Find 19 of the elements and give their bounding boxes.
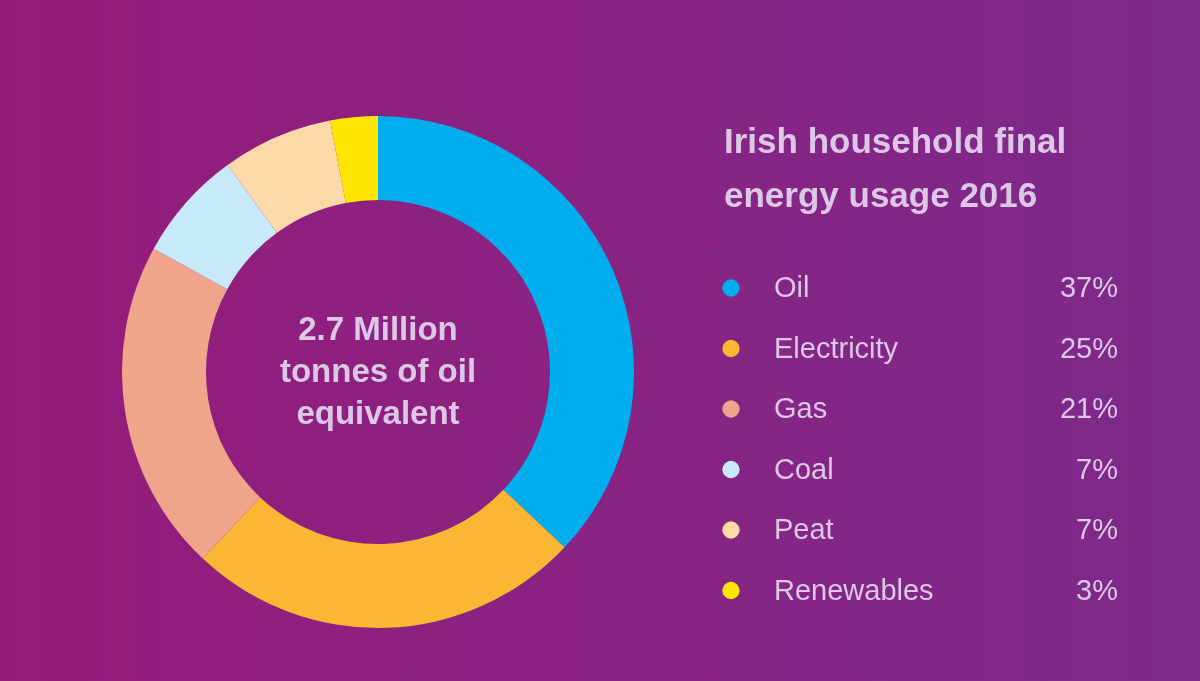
legend-label: Coal (774, 452, 834, 485)
legend-label: Oil (774, 271, 810, 303)
legend-label: Renewables (774, 573, 934, 606)
legend-label: Gas (774, 392, 828, 424)
donut-slice (122, 248, 261, 559)
text: 2.7 Million tonnes of oil equivalent (279, 310, 477, 431)
data-label: 3% (1076, 573, 1118, 606)
data-label: 7% (1076, 513, 1118, 545)
data-label: 37% (1059, 271, 1118, 303)
data-label: 7% (1076, 452, 1118, 485)
donut-slice (227, 120, 346, 233)
donut-slice (202, 489, 565, 628)
text: Irish household final energy usage 2016 (724, 121, 1067, 214)
donut-slice (330, 116, 378, 204)
legend-label: Electricity (774, 331, 899, 364)
donut-slice (153, 164, 277, 290)
data-label: 25% (1059, 331, 1118, 364)
legend-label: Peat (774, 513, 834, 545)
data-label: 21% (1059, 392, 1118, 424)
